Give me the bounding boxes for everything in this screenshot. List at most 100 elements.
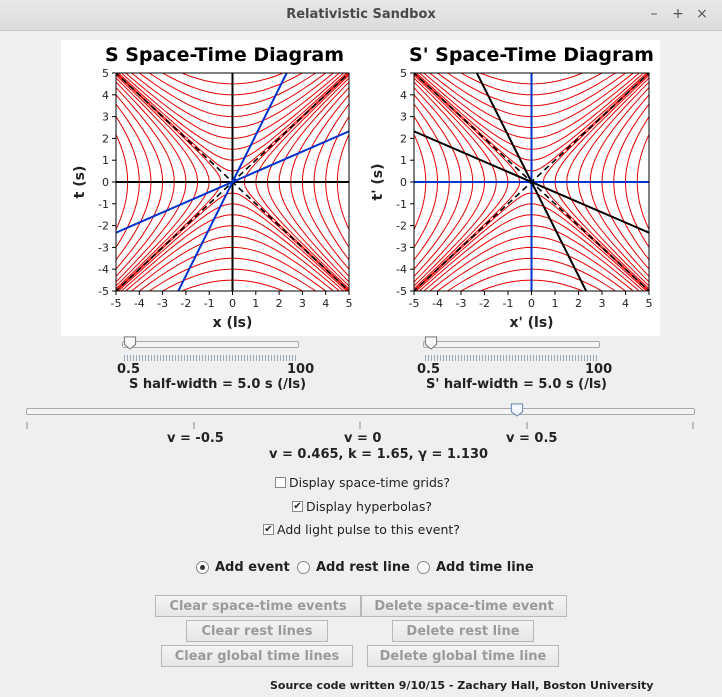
x-axis-label: x (ls) (213, 315, 253, 331)
y-tick-label: 5 (102, 67, 109, 80)
chart-title: S' Space-Time Diagram (409, 44, 654, 66)
s-halfwidth-slider[interactable] (122, 341, 299, 348)
light-pulse-label: Add light pulse to this event? (277, 522, 460, 537)
radio-add-rest-line-label: Add rest line (316, 560, 410, 575)
velocity-label-neg: v = -0.5 (167, 431, 224, 446)
moving-x-axis (414, 130, 649, 234)
s-halfwidth-max: 100 (287, 362, 315, 377)
radio-add-rest-line-circle[interactable] (297, 561, 310, 574)
grids-label: Display space-time grids? (289, 475, 451, 490)
x-tick-label: 0 (229, 297, 236, 310)
y-tick-label: 1 (400, 154, 407, 167)
y-tick-label: -1 (98, 198, 109, 211)
s-halfwidth-thumb[interactable] (123, 336, 137, 350)
y-tick-label: 2 (400, 132, 407, 145)
diagram-0: S Space-Time Diagram -5 -4 -3 -2 -1 0 1 2 3 4 5 5 4 3 2… (72, 44, 353, 331)
plots-panel: S Space-Time Diagram -5 -4 -3 -2 -1 0 1 2 3 4 5 5 4 3 2… (61, 40, 660, 336)
x-tick-label: -5 (111, 297, 122, 310)
hyperbolas-checkbox-row[interactable]: ✔ Display hyperbolas? (292, 499, 432, 514)
y-tick-label: 5 (400, 67, 407, 80)
y-tick-label: -2 (396, 220, 407, 233)
y-tick-label: -4 (396, 263, 407, 276)
x-tick-label: 1 (252, 297, 259, 310)
y-tick-label: -5 (98, 285, 109, 298)
y-tick-label: -5 (396, 285, 407, 298)
y-tick-label: 1 (102, 154, 109, 167)
y-axis-label: t' (s) (370, 164, 386, 201)
x-axis-label: x' (ls) (509, 315, 553, 331)
delete-event-button[interactable]: Delete space-time event (361, 595, 567, 617)
x-tick-label: 1 (552, 297, 559, 310)
velocity-thumb[interactable] (510, 403, 524, 417)
diagram-1: S' Space-Time Diagram -5 -4 -3 -2 -1 0 1 2 3 4 5 5 4 3… (370, 44, 654, 331)
status-readout: v = 0.465, k = 1.65, γ = 1.130 (269, 447, 489, 462)
sp-halfwidth-min: 0.5 (417, 362, 441, 377)
chart-title: S Space-Time Diagram (105, 44, 344, 66)
x-tick-label: -3 (456, 297, 467, 310)
window-titlebar: Relativistic Sandbox – + × (0, 0, 722, 31)
plot-area-0 (116, 73, 349, 291)
light-pulse-checkbox[interactable]: ✔ (263, 524, 274, 535)
s-halfwidth-min: 0.5 (117, 362, 141, 377)
radio-add-rest-line[interactable]: Add rest line (297, 560, 410, 575)
y-tick-label: 0 (400, 176, 407, 189)
minimize-button[interactable]: – (650, 6, 658, 22)
y-tick-label: 4 (400, 89, 407, 102)
velocity-label-pos: v = 0.5 (506, 431, 558, 446)
x-tick-label: 4 (322, 297, 329, 310)
delete-rest-line-button[interactable]: Delete rest line (392, 620, 534, 642)
moving-x-axis (116, 130, 349, 234)
grids-checkbox-row[interactable]: Display space-time grids? (275, 475, 450, 490)
y-tick-label: 3 (102, 111, 109, 124)
spacetime-diagrams[interactable]: S Space-Time Diagram -5 -4 -3 -2 -1 0 1 2 3 4 5 5 4 3 2… (61, 40, 660, 336)
radio-add-event[interactable]: Add event (196, 560, 290, 575)
velocity-label-zero: v = 0 (344, 431, 382, 446)
x-tick-label: 3 (599, 297, 606, 310)
window-title: Relativistic Sandbox (286, 7, 436, 22)
radio-add-time-line-label: Add time line (436, 560, 534, 575)
hyperbola-top (415, 73, 648, 161)
x-tick-label: -1 (503, 297, 514, 310)
maximize-button[interactable]: + (672, 6, 684, 22)
x-tick-label: 5 (646, 297, 653, 310)
delete-time-line-button[interactable]: Delete global time line (367, 645, 559, 667)
grids-checkbox[interactable] (275, 477, 286, 488)
x-tick-label: -2 (479, 297, 490, 310)
x-tick-label: 0 (528, 297, 535, 310)
y-tick-label: 2 (102, 132, 109, 145)
hyperbola-bottom (418, 214, 645, 291)
x-tick-label: 2 (575, 297, 582, 310)
y-tick-label: -2 (98, 220, 109, 233)
sp-halfwidth-max: 100 (585, 362, 613, 377)
x-tick-label: 4 (622, 297, 629, 310)
y-tick-label: 3 (400, 111, 407, 124)
x-tick-label: -4 (432, 297, 443, 310)
plot-area-1 (414, 73, 649, 291)
clear-rest-lines-button[interactable]: Clear rest lines (186, 620, 328, 642)
s-halfwidth-caption: S half-width = 5.0 s (/ls) (129, 377, 307, 392)
x-tick-label: -1 (204, 297, 215, 310)
radio-add-time-line-circle[interactable] (417, 561, 430, 574)
sp-halfwidth-thumb[interactable] (424, 336, 438, 350)
x-tick-label: -2 (180, 297, 191, 310)
velocity-slider[interactable] (26, 408, 695, 415)
radio-add-event-circle[interactable] (196, 561, 209, 574)
y-tick-label: -1 (396, 198, 407, 211)
light-pulse-checkbox-row[interactable]: ✔ Add light pulse to this event? (263, 522, 460, 537)
clear-events-button[interactable]: Clear space-time events (155, 595, 361, 617)
y-tick-label: -4 (98, 263, 109, 276)
radio-add-time-line[interactable]: Add time line (417, 560, 534, 575)
clear-time-lines-button[interactable]: Clear global time lines (161, 645, 353, 667)
x-tick-label: -4 (134, 297, 145, 310)
y-tick-label: 0 (102, 176, 109, 189)
footer-credit: Source code written 9/10/15 - Zachary Ha… (270, 679, 654, 692)
y-tick-label: -3 (98, 241, 109, 254)
sp-halfwidth-slider[interactable] (423, 341, 600, 348)
x-tick-label: -5 (409, 297, 420, 310)
velocity-ticks (26, 422, 694, 429)
hyperbolas-label: Display hyperbolas? (306, 499, 432, 514)
close-button[interactable]: × (696, 6, 708, 22)
hyperbolas-checkbox[interactable]: ✔ (292, 501, 303, 512)
sp-halfwidth-caption: S' half-width = 5.0 s (/ls) (426, 377, 608, 392)
sp-halfwidth-ticks (425, 355, 599, 361)
